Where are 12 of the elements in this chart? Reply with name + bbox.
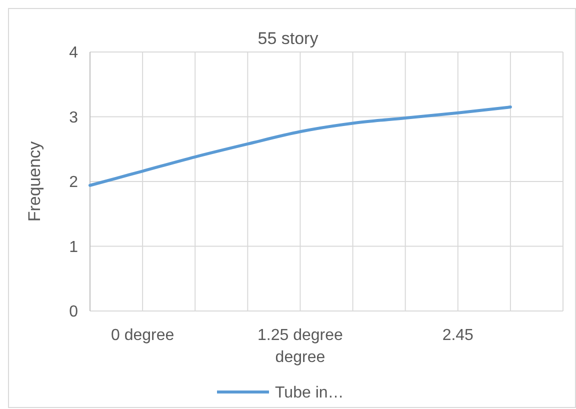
y-tick-label: 2 [69,174,78,192]
y-axis-title: Frequency [25,140,44,222]
y-tick-label: 1 [69,238,78,256]
y-tick-label: 4 [69,44,78,62]
chart-title: 55 story [258,29,319,48]
line-series [88,106,512,187]
y-tick-label: 0 [69,304,78,321]
x-tick-label: 1.25 degree degree [258,327,344,366]
x-tick-label: 0 degree [110,327,174,344]
y-tick-label: 3 [69,109,78,126]
x-tick-label: 2.45 [442,327,474,344]
legend-label: Tube in… [275,384,344,402]
